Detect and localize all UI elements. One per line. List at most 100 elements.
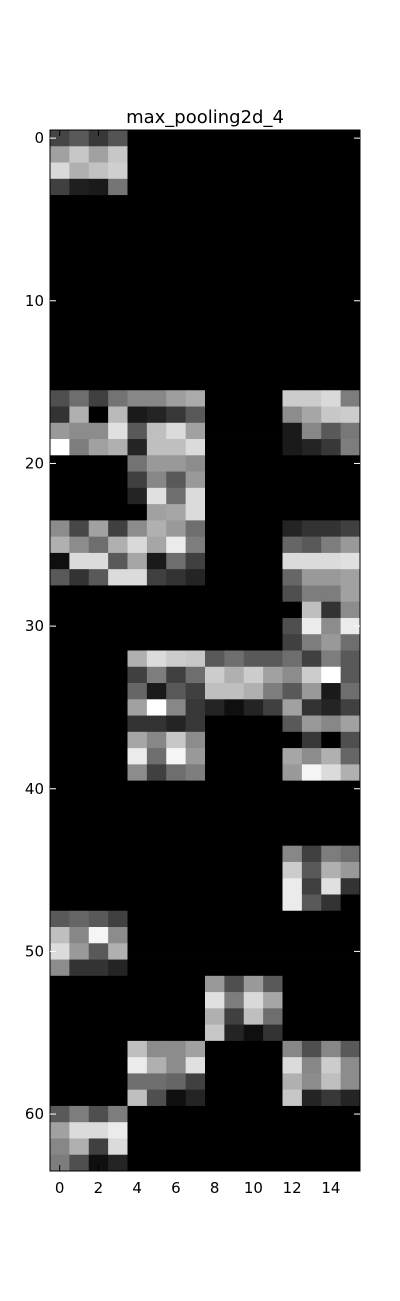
heatmap-cell	[224, 943, 244, 960]
heatmap-cell	[224, 244, 244, 261]
heatmap-cell	[283, 146, 303, 163]
heatmap-cell	[263, 260, 283, 277]
heatmap-cell	[166, 829, 186, 846]
heatmap-cell	[224, 699, 244, 716]
heatmap-cell	[205, 439, 225, 456]
heatmap-cell	[341, 699, 361, 716]
heatmap-cell	[244, 960, 264, 977]
heatmap-cell	[205, 716, 225, 733]
heatmap-cell	[283, 943, 303, 960]
heatmap-cell	[50, 1057, 70, 1074]
heatmap-cell	[166, 423, 186, 440]
heatmap-cell	[341, 520, 361, 537]
heatmap-cell	[302, 325, 322, 342]
heatmap-cell	[283, 439, 303, 456]
heatmap-cell	[244, 1122, 264, 1139]
heatmap-cell	[224, 846, 244, 863]
heatmap-cell	[147, 813, 167, 830]
heatmap-cell	[128, 455, 148, 472]
heatmap-cell	[205, 423, 225, 440]
heatmap-cell	[205, 651, 225, 668]
heatmap-cell	[244, 1025, 264, 1042]
heatmap-cell	[263, 1106, 283, 1123]
heatmap-cell	[147, 537, 167, 554]
heatmap-cell	[244, 634, 264, 651]
heatmap-cell	[341, 1041, 361, 1058]
heatmap-cell	[224, 276, 244, 293]
heatmap-cell	[166, 748, 186, 765]
heatmap-cell	[108, 228, 128, 245]
heatmap-cell	[224, 927, 244, 944]
heatmap-cell	[50, 716, 70, 733]
heatmap-cell	[147, 504, 167, 521]
heatmap-cell	[263, 569, 283, 586]
heatmap-cell	[147, 472, 167, 489]
heatmap-cell	[341, 211, 361, 228]
heatmap-cell	[69, 894, 89, 911]
heatmap-cell	[321, 488, 341, 505]
heatmap-cell	[302, 276, 322, 293]
heatmap-cell	[244, 911, 264, 928]
heatmap-cell	[50, 748, 70, 765]
heatmap-cell	[321, 472, 341, 489]
heatmap-cell	[302, 374, 322, 391]
heatmap-cell	[244, 618, 264, 635]
heatmap-cell	[224, 211, 244, 228]
heatmap-cell	[69, 211, 89, 228]
heatmap-cell	[321, 537, 341, 554]
heatmap-cell	[205, 309, 225, 326]
heatmap-cell	[224, 407, 244, 424]
heatmap-cell	[263, 358, 283, 375]
x-tick-label: 2	[94, 1179, 104, 1197]
heatmap-cell	[263, 504, 283, 521]
heatmap-cell	[224, 764, 244, 781]
heatmap-cell	[108, 195, 128, 212]
heatmap-cell	[108, 894, 128, 911]
heatmap-cell	[205, 683, 225, 700]
heatmap-cell	[321, 293, 341, 310]
heatmap-cell	[147, 390, 167, 407]
heatmap-cell	[244, 976, 264, 993]
heatmap-cell	[302, 1073, 322, 1090]
heatmap-cell	[302, 846, 322, 863]
heatmap-cell	[224, 504, 244, 521]
heatmap-cell	[108, 276, 128, 293]
heatmap-cell	[302, 764, 322, 781]
heatmap-cell	[302, 520, 322, 537]
y-tick-label: 20	[25, 454, 44, 472]
heatmap-cell	[244, 179, 264, 196]
heatmap-cell	[321, 1138, 341, 1155]
heatmap-cell	[166, 276, 186, 293]
heatmap-cell	[341, 602, 361, 619]
heatmap-cell	[186, 211, 206, 228]
heatmap-cell	[244, 651, 264, 668]
heatmap-cell	[147, 1090, 167, 1107]
heatmap-cell	[166, 260, 186, 277]
heatmap-cell	[205, 520, 225, 537]
heatmap-cell	[108, 146, 128, 163]
heatmap-cell	[108, 439, 128, 456]
heatmap-cell	[89, 553, 109, 570]
heatmap-cell	[69, 358, 89, 375]
heatmap-cell	[166, 943, 186, 960]
heatmap-cell	[283, 634, 303, 651]
heatmap-cell	[89, 520, 109, 537]
heatmap-cell	[263, 407, 283, 424]
heatmap-cell	[50, 325, 70, 342]
heatmap-cell	[263, 846, 283, 863]
heatmap-cell	[128, 1073, 148, 1090]
heatmap-cell	[224, 228, 244, 245]
heatmap-cell	[263, 764, 283, 781]
heatmap-cell	[186, 1090, 206, 1107]
heatmap-cell	[283, 618, 303, 635]
heatmap-cell	[283, 651, 303, 668]
heatmap-cell	[205, 618, 225, 635]
heatmap-cell	[128, 374, 148, 391]
heatmap-cell	[166, 439, 186, 456]
heatmap-cell	[302, 667, 322, 684]
heatmap-cell	[205, 1057, 225, 1074]
heatmap-cell	[186, 504, 206, 521]
heatmap-cell	[186, 374, 206, 391]
heatmap-cell	[147, 781, 167, 798]
heatmap-cell	[244, 1138, 264, 1155]
